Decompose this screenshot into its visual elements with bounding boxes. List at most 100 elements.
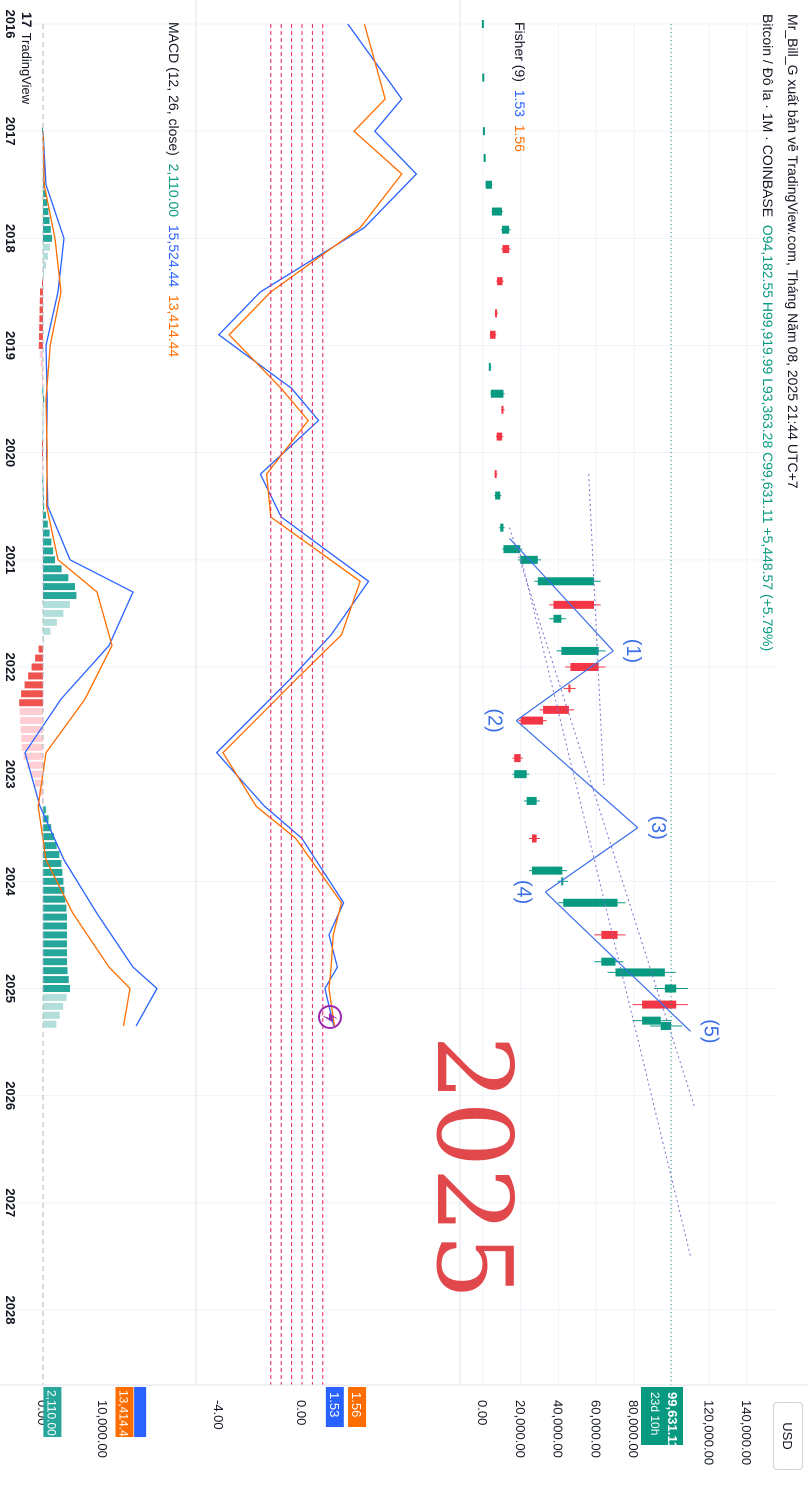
macd-histogram-bar xyxy=(42,225,51,233)
y-tick-label: 80,000.00 xyxy=(626,1400,641,1458)
macd-histogram-bar xyxy=(42,529,50,537)
macd-histogram-bar xyxy=(38,645,43,653)
macd-histogram-bar xyxy=(43,609,64,617)
macd-histogram-bar xyxy=(24,681,43,689)
y-tick-label: 60,000.00 xyxy=(588,1400,603,1458)
macd-histogram-bar xyxy=(43,958,67,966)
candle xyxy=(495,491,501,500)
macd-histogram-bar xyxy=(43,922,67,930)
symbol-name[interactable]: Bitcoin / Đô la · 1M · COINBASE xyxy=(760,14,776,218)
x-tick-label: 2016 xyxy=(3,10,18,39)
wave-label: (5) xyxy=(700,1019,722,1043)
macd-histogram-bar xyxy=(42,1011,60,1019)
wave-line xyxy=(509,537,614,652)
macd-histogram-bar xyxy=(43,243,50,251)
candle xyxy=(537,577,594,586)
grid xyxy=(13,23,776,1385)
x-tick-label: 2019 xyxy=(3,331,18,360)
y-tick-label: 120,000.00 xyxy=(701,1400,716,1465)
macd-histogram-bar xyxy=(40,288,43,296)
macd-histogram-bar xyxy=(19,699,43,707)
macd-histogram-bar xyxy=(43,261,46,269)
currency-button[interactable]: USD xyxy=(773,1402,803,1470)
macd-histogram-bar xyxy=(42,1020,57,1028)
macd-line xyxy=(37,131,131,1027)
current-price-tag xyxy=(641,1387,684,1445)
price-pane: (1) (2) (3) (4) (5) xyxy=(481,20,722,1385)
macd-histogram-bar xyxy=(43,556,55,564)
fisher-value-tag xyxy=(325,1387,344,1427)
macd-histogram-bar xyxy=(28,672,43,680)
current-price-text: 99,631.11 xyxy=(665,1392,680,1449)
candle xyxy=(563,898,618,907)
x-tick-label: 2018 xyxy=(3,224,18,253)
channel-line xyxy=(588,474,605,785)
wave-line xyxy=(515,720,639,829)
macd-histogram-bar xyxy=(39,297,43,305)
y-tick-label: 140,000.00 xyxy=(739,1400,754,1465)
macd-histogram-bar xyxy=(43,1002,64,1010)
candle xyxy=(561,646,599,655)
macd-histogram-bar xyxy=(43,199,48,207)
candle xyxy=(642,1000,677,1009)
candle xyxy=(502,245,510,254)
macd-histogram-bar xyxy=(43,877,64,885)
candle xyxy=(520,716,544,725)
candle xyxy=(531,834,537,843)
macd-signal-tag xyxy=(115,1387,134,1437)
macd-histogram-bar xyxy=(43,940,67,948)
macd-histogram-bar xyxy=(21,734,43,742)
macd-histogram-bar xyxy=(40,359,43,367)
macd-hist-tag xyxy=(43,1387,62,1437)
x-tick-label: 2021 xyxy=(3,545,18,574)
macd-histogram-bar xyxy=(43,913,67,921)
macd-hist-tag-text: 2,110.00 xyxy=(44,1390,58,1436)
macd-histogram-bar xyxy=(39,333,43,341)
lightning-icon[interactable] xyxy=(318,1005,342,1029)
candle xyxy=(642,1016,661,1025)
countdown-text: 23d 10h xyxy=(648,1392,662,1435)
trigger-value: 1.56 xyxy=(512,124,528,152)
x-tick-label: 2027 xyxy=(3,1188,18,1217)
macd-histogram-bar xyxy=(35,654,43,662)
fisher-pane xyxy=(215,23,418,1385)
macd-histogram-bar xyxy=(42,216,50,224)
macd-histogram-bar xyxy=(27,761,43,769)
macd-histogram-bar xyxy=(23,752,43,760)
macd-pane xyxy=(19,24,158,1385)
symbol-line: Bitcoin / Đô la · 1M · COINBASE O94,182.… xyxy=(760,14,776,651)
candle xyxy=(601,930,618,939)
macd-histogram-bar xyxy=(43,583,75,591)
macd-histogram-bar xyxy=(43,851,60,859)
candle xyxy=(553,600,594,609)
macd-histogram-bar xyxy=(43,600,70,608)
candle xyxy=(482,73,485,82)
candle xyxy=(526,796,537,805)
candle xyxy=(570,663,599,671)
candle xyxy=(490,389,504,398)
macd-line-tag xyxy=(134,1387,147,1437)
macd-signal-value: 13,414.44 xyxy=(166,294,182,358)
y-tick-label: 0.00 xyxy=(475,1400,490,1425)
macd-histogram-bar xyxy=(21,690,43,698)
macd-histogram-bar xyxy=(39,350,43,358)
tv-logo-text: TradingView xyxy=(19,32,35,105)
candle xyxy=(483,153,486,162)
tradingview-logo[interactable]: 17 TradingView xyxy=(19,12,35,104)
macd-title: MACD (12, 26, close) xyxy=(166,22,182,156)
candle xyxy=(501,225,510,234)
wave-label: (4) xyxy=(512,880,534,904)
macd-histogram-bar xyxy=(39,324,43,332)
fisher-title: Fisher (9) xyxy=(512,22,528,82)
x-tick-label: 2023 xyxy=(3,760,18,789)
macd-legend: MACD (12, 26, close) 2,110.00 15,524.44 … xyxy=(166,22,182,357)
candle xyxy=(482,127,485,136)
x-tick-label: 2017 xyxy=(3,117,18,146)
x-tick-label: 2022 xyxy=(3,653,18,682)
macd-axis-label: 10,000.00 xyxy=(95,1400,110,1458)
macd-histogram-bar xyxy=(43,234,52,242)
candle xyxy=(553,614,562,623)
macd-histogram-bar xyxy=(43,627,51,635)
candle xyxy=(490,330,496,339)
